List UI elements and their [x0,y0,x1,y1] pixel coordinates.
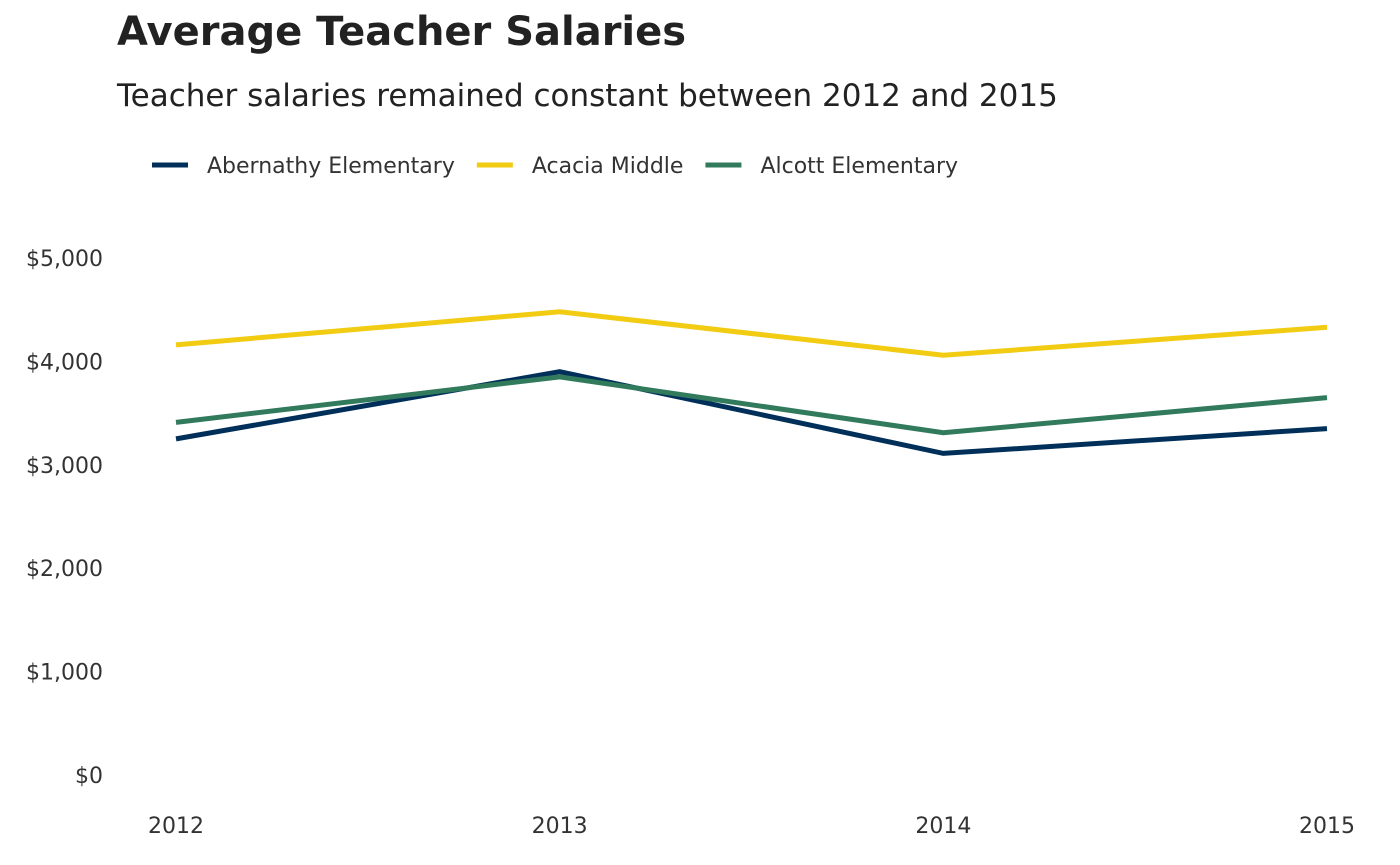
series-lines [175,309,1328,456]
legend: Abernathy Elementary Acacia Middle Alcott … [152,154,958,179]
legend-item-1: Abernathy Elementary [152,154,455,179]
x-tick-label: 2015 [1299,814,1355,839]
series-line-3 [175,374,1328,436]
y-tick-label: $1,000 [26,661,103,686]
legend-item-2: Acacia Middle [476,154,684,179]
y-tick-label: $2,000 [26,557,103,582]
y-tick-label: $3,000 [26,454,103,479]
legend-label: Abernathy Elementary [207,154,455,179]
x-tick-label: 2012 [148,814,204,839]
y-tick-label: $0 [75,764,103,789]
y-tick-label: $5,000 [26,247,103,272]
legend-label: Alcott Elementary [760,154,958,179]
x-tick-label: 2013 [532,814,588,839]
chart-subtitle: Teacher salaries remained constant betwe… [117,78,1058,114]
y-axis: $0 $1,000 $2,000 $3,000 $4,000 $5,000 [26,247,103,789]
legend-label: Acacia Middle [532,154,684,179]
y-tick-label: $4,000 [26,350,103,375]
series-line-1 [175,369,1328,456]
x-tick-label: 2014 [915,814,971,839]
chart-title: Average Teacher Salaries [117,9,687,55]
x-axis: 2012 2013 2014 2015 [148,814,1355,839]
series-line-2 [175,309,1328,358]
legend-item-3: Alcott Elementary [705,154,958,179]
